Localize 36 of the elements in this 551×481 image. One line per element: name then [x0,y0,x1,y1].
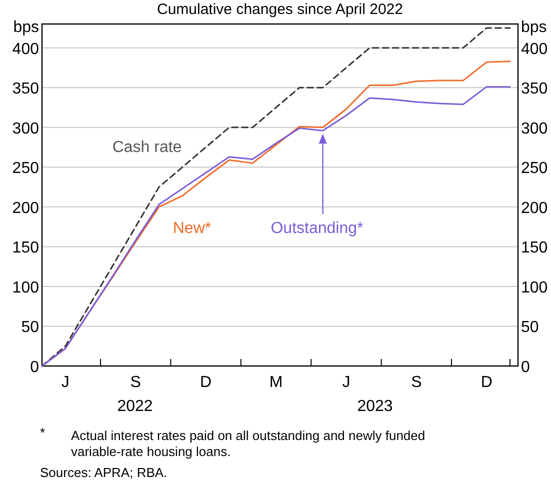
y2-tick-label: 400 [521,40,548,58]
text: 2022 [117,398,153,415]
y2-tick-label: 0 [521,359,530,376]
y-tick-label: 150 [12,240,40,257]
x-tick-label: S [130,374,141,391]
text: Actual interest rates paid on all outstanding and newly funded variable-rate housing loans. [71,428,426,459]
text: * [40,425,46,440]
x-tick-label: J [342,374,350,391]
text: 2023 [357,398,393,415]
y2-tick-label: 200 [521,200,548,217]
series-label: New* [172,220,212,237]
y-tick-label: 400 [12,40,40,58]
y-tick-label: 350 [12,80,40,98]
y-tick-label: 50 [21,319,40,336]
y2-tick-label: 100 [521,279,548,296]
y2-tick-label: 250 [521,160,548,178]
y-tick-label: 0 [30,359,40,376]
x-tick-label: D [480,374,492,391]
y-axis-title: bps [13,19,39,36]
x-tick-label: M [269,374,283,391]
series-label: Cash rate [112,139,182,156]
y2-axis-title: bps [521,19,547,36]
y2-tick-label: 50 [521,319,539,336]
y2-tick-label: 300 [521,120,548,138]
y2-tick-label: 350 [521,80,548,98]
y-tick-label: 200 [12,200,40,217]
x-tick-label: J [61,374,70,391]
y-tick-label: 100 [12,279,40,296]
chart-title: Cumulative changes since April 2022 [157,1,403,18]
text: Outstanding* [270,220,364,237]
y-tick-label: 250 [12,160,40,178]
x-tick-label: S [411,374,422,391]
x-tick-label: D [200,374,212,391]
y-tick-label: 300 [12,120,40,138]
source-note: Sources: APRA; RBA. [40,465,168,480]
y2-tick-label: 150 [521,240,548,257]
